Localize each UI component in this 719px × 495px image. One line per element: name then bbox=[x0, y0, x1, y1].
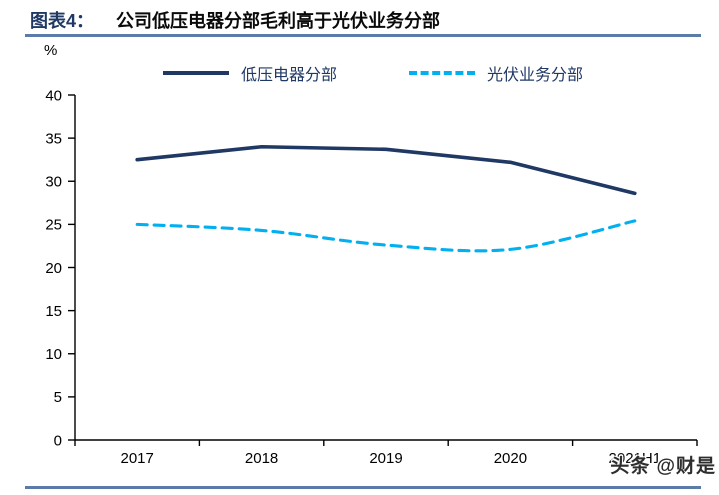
legend-label-low-voltage: 低压电器分部 bbox=[241, 67, 338, 84]
x-tick-label: 2020 bbox=[494, 450, 527, 467]
watermark: 头条 @财是 bbox=[610, 456, 716, 477]
y-axis-unit-label: % bbox=[44, 42, 58, 59]
legend-item-low-voltage: 低压电器分部 bbox=[163, 61, 337, 85]
y-tick-label: 10 bbox=[45, 346, 62, 363]
y-tick-label: 20 bbox=[45, 260, 62, 277]
x-tick-label: 2019 bbox=[369, 450, 402, 467]
legend-label-photovoltaic: 光伏业务分部 bbox=[487, 67, 584, 84]
series-line-low-voltage bbox=[135, 144, 637, 196]
x-tick-label: 2018 bbox=[245, 450, 278, 467]
y-tick-label: 25 bbox=[45, 217, 62, 234]
y-tick-label: 0 bbox=[54, 432, 62, 449]
figure-title: 公司低压电器分部毛利高于光伏业务分部 bbox=[116, 11, 441, 31]
solid-line-sample bbox=[163, 71, 229, 75]
y-tick-label: 30 bbox=[45, 174, 62, 191]
bottom-rule bbox=[25, 486, 701, 489]
figure-number: 图表4： bbox=[30, 11, 95, 31]
x-tick-label: 2021H1 bbox=[609, 450, 662, 467]
y-tick-label: 15 bbox=[45, 303, 62, 320]
y-tick-label: 35 bbox=[45, 130, 62, 147]
legend-item-photovoltaic: 光伏业务分部 bbox=[409, 61, 583, 85]
series-line-photovoltaic bbox=[135, 219, 637, 253]
y-tick-label: 5 bbox=[54, 389, 62, 406]
figure-header: 图表4： 公司低压电器分部毛利高于光伏业务分部 bbox=[30, 7, 710, 33]
dashed-line-sample bbox=[409, 71, 476, 75]
x-tick-label: 2017 bbox=[121, 450, 154, 467]
chart-legend: 低压电器分部 光伏业务分部 bbox=[163, 61, 583, 85]
top-rule bbox=[25, 34, 701, 37]
y-tick-label: 40 bbox=[45, 87, 62, 104]
